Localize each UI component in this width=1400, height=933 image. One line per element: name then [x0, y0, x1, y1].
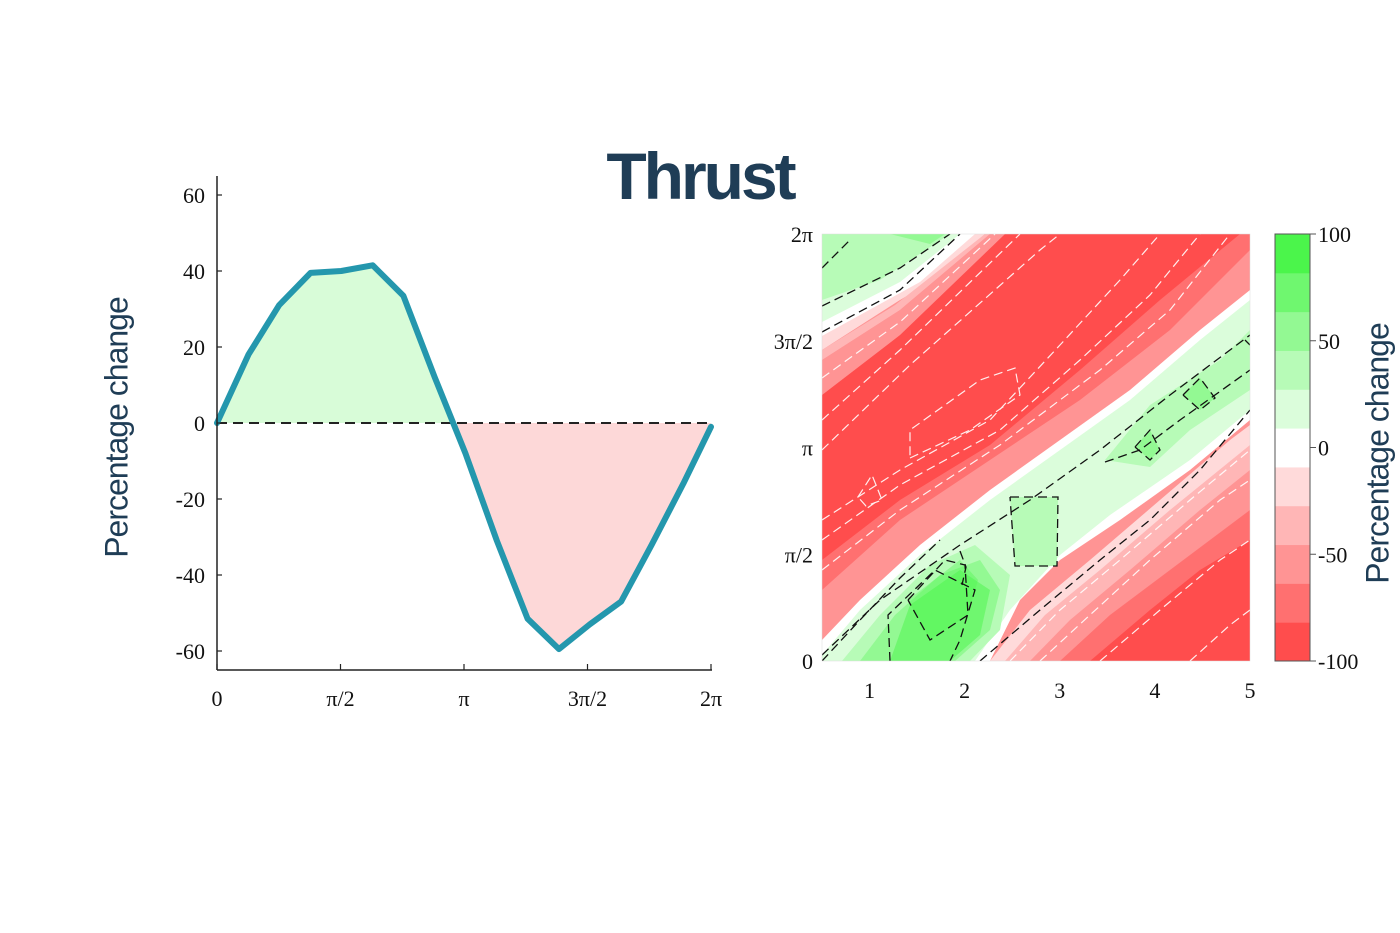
data-line — [214, 262, 714, 653]
positive-area — [217, 265, 454, 423]
y-tick-label: -40 — [176, 563, 205, 588]
colorbar-ticks: 100 50 0 -50 -100 — [1310, 222, 1358, 674]
chart-title: Thrust — [606, 139, 796, 213]
colorbar-swatch — [1275, 544, 1310, 584]
colorbar-swatch — [1275, 505, 1310, 546]
y-tick-label: -20 — [176, 487, 205, 512]
y-tick-label: 20 — [183, 335, 205, 360]
line-area-chart: 60 40 20 0 -20 -40 -60 0 π/2 π 3π/2 2π — [176, 176, 722, 711]
y-tick-label: 0 — [194, 411, 205, 436]
negative-area — [453, 423, 711, 650]
colorbar-swatch — [1275, 272, 1310, 313]
x-tick-label: 0 — [212, 686, 223, 711]
colorbar-tick-label: 50 — [1318, 329, 1340, 354]
x-tick-label: 2 — [959, 678, 970, 703]
colorbar-swatch — [1275, 311, 1310, 351]
x-tick-label: 3π/2 — [568, 686, 607, 711]
x-tick-label: π/2 — [326, 686, 354, 711]
colorbar-tick-label: -50 — [1318, 542, 1347, 567]
colorbar — [1275, 234, 1310, 662]
x-ticks: 0 π/2 π 3π/2 2π — [212, 664, 722, 711]
y-tick-label: 2π — [791, 222, 813, 247]
x-tick-label: 2π — [700, 686, 722, 711]
x-tick-label: 3 — [1054, 678, 1065, 703]
y-tick-label: 60 — [183, 183, 205, 208]
colorbar-frame — [1274, 233, 1311, 662]
colorbar-swatch — [1275, 350, 1310, 390]
heatmap-x-ticks: 1 2 3 4 5 — [864, 678, 1255, 703]
y-ticks: 60 40 20 0 -20 -40 -60 — [176, 183, 222, 664]
x-tick-label: 1 — [864, 678, 875, 703]
colorbar-tick-label: 100 — [1318, 222, 1351, 247]
colorbar-swatch — [1275, 389, 1310, 429]
contour-fill-area — [822, 234, 1250, 661]
colorbar-swatch — [1275, 428, 1310, 468]
y-tick-label: π — [802, 436, 813, 461]
heatmap-y-ticks: 0 π/2 π 3π/2 2π — [774, 222, 813, 674]
colorbar-swatch — [1275, 622, 1310, 662]
y-tick-label: -60 — [176, 639, 205, 664]
colorbar-tick-label: -100 — [1318, 649, 1358, 674]
heatmap-frame — [821, 233, 1251, 662]
y-tick-label: 40 — [183, 259, 205, 284]
colorbar-swatch — [1275, 466, 1310, 507]
x-tick-label: π — [458, 686, 469, 711]
y-tick-label: 3π/2 — [774, 329, 813, 354]
x-tick-label: 5 — [1245, 678, 1256, 703]
colorbar-label: Percentage change — [1359, 323, 1396, 584]
y-tick-label: 0 — [802, 649, 813, 674]
y-tick-label: π/2 — [785, 542, 813, 567]
x-tick-label: 4 — [1149, 678, 1160, 703]
colorbar-tick-label: 0 — [1318, 436, 1329, 461]
colorbar-swatch — [1275, 583, 1310, 623]
colorbar-swatch — [1275, 234, 1310, 274]
